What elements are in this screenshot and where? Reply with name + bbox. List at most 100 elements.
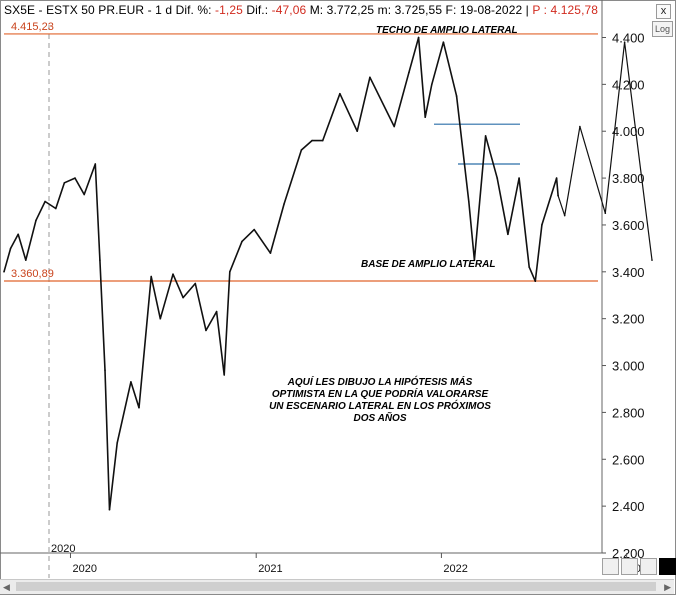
draw-tool-icon[interactable] [602,558,619,575]
price-point [150,275,152,278]
max-label: M: [309,3,324,17]
projection-point [563,214,566,217]
level-label: 3.360,89 [11,268,54,280]
price-point [300,149,303,151]
scroll-left-icon[interactable]: ◀ [3,582,10,592]
y-tick-label: 4.200 [612,77,645,92]
price-point [63,182,66,184]
price-point [417,36,420,39]
y-tick-label: 2.200 [612,546,645,561]
x-tick-label: 2021 [258,563,282,575]
max-value: 3.772,25 [326,3,375,17]
price-value: 4.125,78 [550,3,599,17]
price-point [108,508,111,511]
price-point [555,177,558,179]
price-point [528,266,530,268]
log-scale-button[interactable]: Log [652,21,673,37]
quote-header: SX5E - ESTX 50 PR.EUR - 1 d Dif. %: -1,2… [4,3,599,17]
symbol: SX5E [4,3,36,17]
annotation-hypothesis-line-2: OPTIMISTA EN LA QUE PODRÍA VALORARSE [272,387,489,400]
scroll-right-icon[interactable]: ▶ [664,582,671,592]
level-label: 4.415,23 [11,21,54,33]
price-point [223,374,225,376]
scroll-thumb[interactable] [16,582,656,591]
price-point [455,95,458,97]
price-point [104,369,106,372]
price-point [356,130,359,132]
y-tick-label: 4.400 [612,30,645,45]
close-button[interactable]: x [656,4,671,19]
price-point [534,280,537,283]
price-point [484,135,487,137]
price-point [35,219,37,222]
dif-pct-value: -1,25 [215,3,243,17]
y-axis-ticks: 4.400 4.200 4.000 3.800 3.600 3.400 3.200 3.000… [602,30,645,561]
price-point [99,259,101,261]
color-square-icon[interactable] [659,558,676,575]
price-point [83,193,85,196]
projection-point [651,259,653,261]
price-point [116,442,118,444]
date-value: 19-08-2022 [459,3,523,17]
price-point [17,233,20,236]
projection-point [557,194,559,197]
price-point [194,282,197,285]
top-year-label: 2020 [51,543,75,555]
price-point [253,228,255,231]
pointer-icon[interactable] [640,558,657,575]
price-point [130,381,132,383]
price-point [74,177,76,179]
price-point [424,116,427,118]
dif-label: Dif.: [246,3,269,17]
price-point [9,247,12,250]
y-tick-label: 3.000 [612,359,645,374]
projection-point [623,41,626,43]
dif-value: -47,06 [271,3,307,17]
price-point [442,41,445,43]
price-point [311,139,313,142]
level-lines: 4.415,23 3.360,89 [4,21,598,282]
price-point [468,200,470,203]
period: 1 d [155,3,173,17]
price-point [241,240,243,243]
y-tick-label: 3.800 [612,171,645,186]
horizontal-scrollbar[interactable]: ◀ ▶ [0,579,674,594]
price-point [269,252,272,254]
price-point [369,76,371,79]
toolbar [602,558,676,575]
price-point [496,177,499,179]
y-tick-label: 4.000 [612,124,645,139]
price-point [283,203,285,205]
annotation-hypothesis-line-3: UN ESCENARIO LATERAL EN LOS PRÓXIMOS [269,399,491,412]
price-point [507,233,509,236]
series-group [3,36,653,511]
price-point [393,125,396,128]
y-tick-label: 2.400 [612,499,645,514]
price-point [339,92,341,95]
price-point [3,271,5,273]
date-label: F: [445,3,457,17]
projection-point [579,125,581,128]
y-tick-label: 2.600 [612,452,645,467]
price-point [215,310,218,313]
price-point [172,273,174,276]
price-point [205,329,207,332]
projection-line [557,41,653,261]
price-point [431,83,433,86]
instrument-name: ESTX 50 PR.EUR [46,3,145,17]
price-point [44,200,46,203]
price-point [541,224,543,226]
price-point [473,259,476,261]
min-value: 3.725,55 [394,3,443,17]
min-label: m: [377,3,392,17]
x-tick-label: 2020 [72,563,96,575]
y-tick-label: 2.800 [612,405,645,420]
price-point [138,406,140,409]
x-tick-label: 2022 [443,563,467,575]
price-point [518,177,520,179]
price-point [55,207,57,210]
save-icon[interactable] [621,558,638,575]
price-point [94,163,97,165]
price-point [25,259,27,261]
